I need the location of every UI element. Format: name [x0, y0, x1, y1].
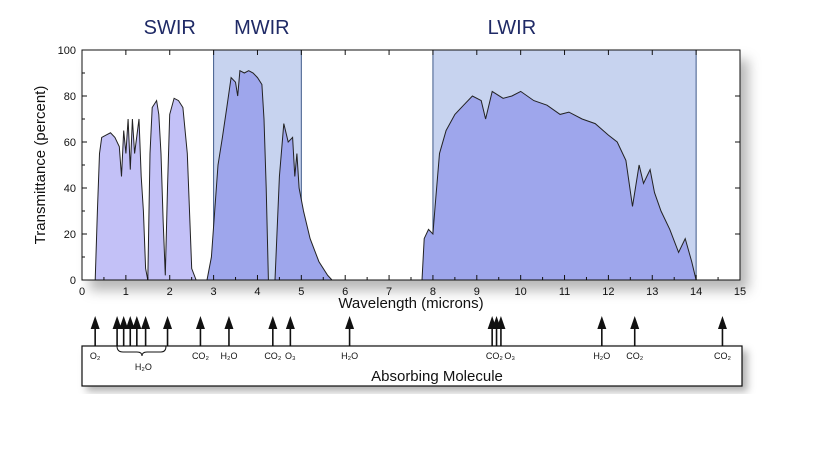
absorbing-molecule-box	[81, 345, 743, 387]
absorption-arrow-head	[345, 316, 355, 329]
molecule-label: CO₂	[714, 351, 732, 361]
x-tick-label: 11	[559, 286, 570, 298]
y-tick-label: 20	[64, 229, 76, 241]
absorbing-molecule-title: Absorbing Molecule	[371, 368, 503, 385]
x-tick-label: 1	[123, 286, 129, 298]
molecule-label: CO₂	[264, 351, 282, 361]
x-tick-label: 0	[79, 286, 85, 298]
absorption-arrow-head	[630, 316, 640, 329]
absorption-arrows	[90, 316, 727, 346]
transmittance-segment	[421, 90, 697, 281]
molecule-label: CO₂	[192, 351, 210, 361]
absorption-arrow-head	[496, 316, 506, 329]
absorption-arrow-head	[285, 316, 295, 329]
absorption-arrow-head	[125, 316, 135, 329]
molecule-label: H₂O	[341, 351, 358, 361]
transmittance-curves	[94, 69, 697, 281]
band-label-swir: SWIR	[144, 17, 196, 39]
absorption-arrow-head	[112, 316, 122, 329]
band-label-mwir: MWIR	[234, 17, 290, 39]
molecule-label: CO₂	[486, 351, 504, 361]
molecule-label: H₂O	[220, 351, 237, 361]
x-tick-label: 3	[211, 286, 217, 298]
y-tick-label: 40	[64, 183, 76, 195]
y-tick-label: 60	[64, 137, 76, 149]
x-tick-label: 4	[254, 286, 260, 298]
band-label-lwir: LWIR	[488, 17, 537, 39]
y-tick-label: 0	[70, 275, 76, 287]
x-tick-label: 5	[298, 286, 304, 298]
x-tick-label: 14	[690, 286, 702, 298]
x-tick-label: 9	[474, 286, 480, 298]
x-tick-label: 15	[734, 286, 746, 298]
molecule-label: H₂O	[135, 362, 152, 372]
y-axis-title: Transmittance (percent)	[32, 86, 49, 245]
absorption-arrow-head	[163, 316, 173, 329]
y-tick-label: 80	[64, 91, 76, 103]
x-tick-label: 10	[515, 286, 527, 298]
transmittance-segment	[206, 69, 333, 281]
absorption-arrow-head	[717, 316, 727, 329]
x-tick-label: 8	[430, 286, 436, 298]
absorption-arrow-head	[90, 316, 100, 329]
transmittance-segment	[94, 118, 149, 281]
absorption-arrow-head	[224, 316, 234, 329]
molecule-label: O₃	[504, 351, 515, 361]
molecule-label: O₂	[90, 351, 101, 361]
band-labels: SWIR MWIR LWIR	[144, 17, 537, 39]
absorption-arrow-head	[195, 316, 205, 329]
transmittance-segment	[147, 97, 197, 281]
molecule-label: O₃	[285, 351, 296, 361]
y-axis: 0 20 40 60 80 100	[58, 45, 740, 287]
x-tick-label: 12	[602, 286, 614, 298]
x-tick-label: 7	[386, 286, 392, 298]
x-axis-title: Wavelength (microns)	[338, 295, 483, 312]
y-tick-label: 100	[58, 45, 76, 57]
absorption-arrow-head	[119, 316, 129, 329]
absorption-arrow-head	[268, 316, 278, 329]
absorption-arrow-head	[597, 316, 607, 329]
absorption-arrow-head	[141, 316, 151, 329]
x-tick-label: 13	[646, 286, 658, 298]
molecule-label: H₂O	[593, 351, 610, 361]
molecule-label: CO₂	[626, 351, 644, 361]
x-tick-label: 6	[342, 286, 348, 298]
h2o-brace	[116, 345, 167, 357]
x-axis: 0 1 2 3 4 5 6 7 8 9 10 11 12 13 14 15	[79, 50, 746, 298]
x-tick-label: 2	[167, 286, 173, 298]
absorption-arrow-head	[132, 316, 142, 329]
